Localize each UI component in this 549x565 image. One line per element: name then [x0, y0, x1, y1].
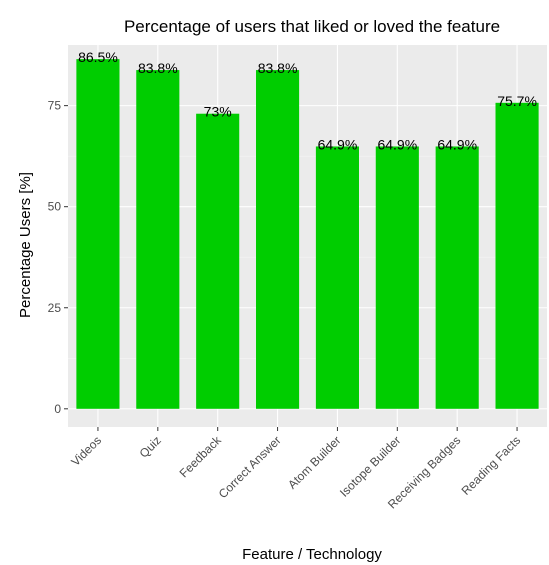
chart-title: Percentage of users that liked or loved …: [124, 17, 500, 36]
y-axis-label: Percentage Users [%]: [17, 172, 34, 318]
x-tick-label: Isotope Builder: [337, 433, 404, 500]
y-tick-label: 0: [54, 402, 61, 416]
data-label: 64.9%: [318, 136, 358, 152]
data-label: 83.8%: [258, 60, 298, 76]
data-label: 75.7%: [497, 93, 537, 109]
data-label: 83.8%: [138, 60, 178, 76]
data-label: 64.9%: [377, 136, 417, 152]
bar: [375, 146, 419, 409]
bar: [435, 146, 479, 409]
bars: [76, 59, 539, 409]
bar: [136, 70, 180, 409]
bar: [196, 113, 240, 409]
x-tick-label: Feedback: [177, 433, 225, 481]
bar: [256, 70, 300, 409]
bar: [76, 59, 120, 409]
y-tick-label: 25: [48, 301, 62, 315]
y-tick-label: 50: [48, 200, 62, 214]
x-tick-label: Atom Builder: [285, 433, 343, 491]
x-axis-label: Feature / Technology: [242, 546, 382, 563]
bar: [495, 102, 539, 409]
x-tick-label: Quiz: [137, 433, 164, 460]
x-tick-label: Reading Facts: [459, 433, 524, 498]
y-tick-label: 75: [48, 99, 62, 113]
data-label: 73%: [204, 104, 232, 120]
x-tick-label: Videos: [68, 433, 104, 469]
y-axis: 0 25 50 75: [48, 99, 68, 416]
data-labels: 86.5% 83.8% 73% 83.8% 64.9% 64.9% 64.9% 75.7%: [78, 49, 537, 152]
bar: [315, 146, 359, 409]
data-label: 86.5%: [78, 49, 118, 65]
data-label: 64.9%: [437, 136, 477, 152]
x-tick-label: Correct Answer: [216, 433, 284, 501]
